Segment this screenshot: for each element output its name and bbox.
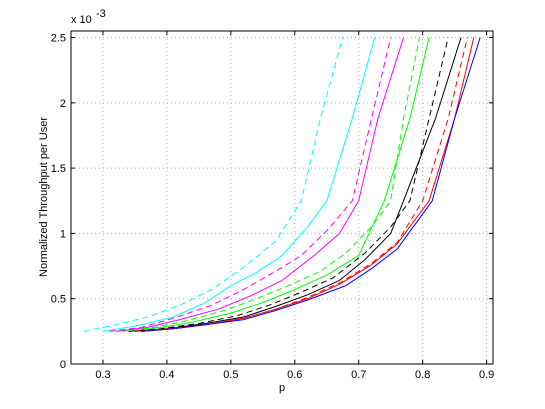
series-line-3 — [109, 37, 392, 332]
y-tick-label: 1.5 — [51, 163, 66, 175]
series-line-4 — [115, 37, 404, 332]
y-tick-label: 2 — [60, 98, 66, 110]
series-line-7 — [128, 37, 449, 332]
series-line-6 — [128, 37, 430, 332]
y-tick-label: 0.5 — [51, 294, 66, 306]
y-tick-label: 2.5 — [51, 33, 66, 45]
series-line-11 — [141, 37, 481, 332]
x-tick-label: 0.5 — [223, 369, 238, 381]
y-tick-label: 0 — [60, 359, 66, 371]
tick-marks — [71, 31, 493, 365]
x-tick-label: 0.8 — [415, 369, 430, 381]
y-axis-title: Normalized Throughput per User — [38, 117, 50, 277]
x-tick-label: 0.9 — [479, 369, 494, 381]
plot-frame — [70, 30, 494, 365]
y-axis-exponent-power: -3 — [96, 8, 106, 20]
series-group — [83, 37, 481, 332]
y-tick-label: 1 — [60, 228, 66, 240]
x-tick-label: 0.6 — [287, 369, 302, 381]
x-tick-label: 0.3 — [95, 369, 110, 381]
x-axis-title: p — [279, 382, 285, 394]
series-line-1 — [83, 37, 344, 332]
y-tick-labels: 0 0.5 1 1.5 2 2.5 — [51, 33, 66, 371]
x-tick-labels: 0.3 0.4 0.5 0.6 0.7 0.8 0.9 — [95, 369, 494, 381]
series-line-5 — [122, 37, 420, 332]
series-line-8 — [134, 37, 462, 332]
y-axis-exponent-base: x 10 — [71, 14, 92, 26]
series-line-2 — [102, 37, 376, 332]
x-tick-label: 0.7 — [351, 369, 366, 381]
x-tick-label: 0.4 — [159, 369, 174, 381]
